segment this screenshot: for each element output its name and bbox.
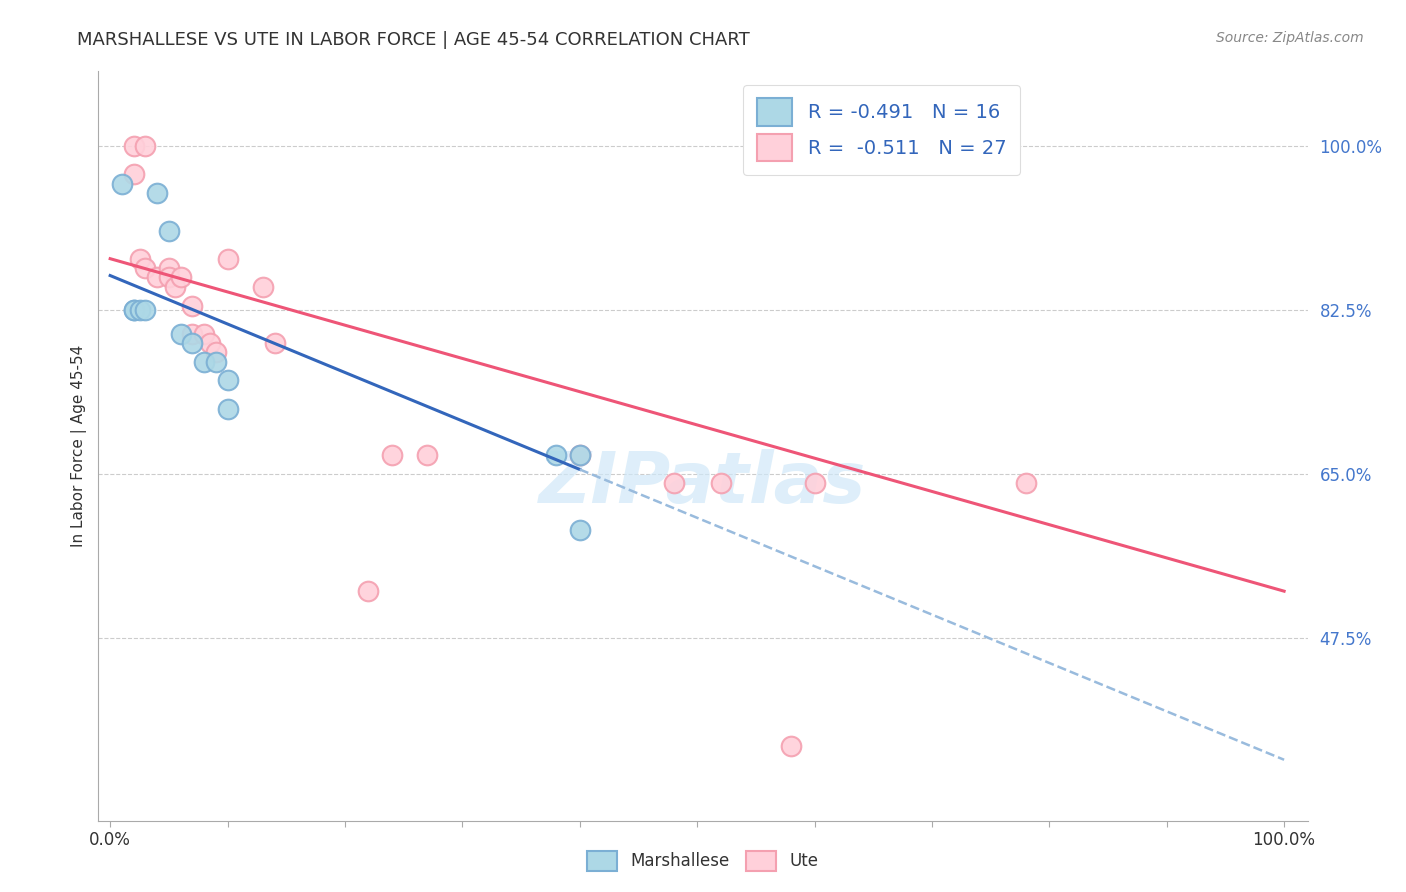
Point — [134, 261, 156, 276]
Point — [157, 270, 180, 285]
Point — [780, 739, 803, 753]
Legend: Marshallese, Ute: Marshallese, Ute — [579, 842, 827, 880]
Point — [122, 168, 145, 182]
Y-axis label: In Labor Force | Age 45-54: In Labor Force | Age 45-54 — [72, 345, 87, 547]
Point — [1015, 476, 1038, 491]
Point — [122, 303, 145, 318]
Point — [134, 139, 156, 153]
Point — [157, 224, 180, 238]
Point — [710, 476, 733, 491]
Point — [169, 326, 191, 341]
Legend: R = -0.491   N = 16, R =  -0.511   N = 27: R = -0.491 N = 16, R = -0.511 N = 27 — [744, 85, 1019, 175]
Point — [263, 336, 285, 351]
Text: MARSHALLESE VS UTE IN LABOR FORCE | AGE 45-54 CORRELATION CHART: MARSHALLESE VS UTE IN LABOR FORCE | AGE … — [77, 31, 749, 49]
Point — [198, 336, 221, 351]
Point — [128, 252, 150, 266]
Point — [357, 584, 380, 599]
Point — [193, 355, 215, 369]
Point — [204, 355, 226, 369]
Point — [181, 336, 204, 351]
Point — [568, 449, 591, 463]
Point — [181, 299, 204, 313]
Point — [217, 252, 239, 266]
Point — [169, 270, 191, 285]
Text: ZIPatlas: ZIPatlas — [540, 449, 866, 518]
Point — [217, 374, 239, 388]
Point — [381, 449, 404, 463]
Point — [568, 449, 591, 463]
Point — [146, 186, 169, 201]
Point — [157, 261, 180, 276]
Point — [217, 401, 239, 416]
Point — [204, 345, 226, 359]
Point — [568, 524, 591, 538]
Point — [416, 449, 439, 463]
Point — [128, 303, 150, 318]
Point — [662, 476, 685, 491]
Point — [803, 476, 825, 491]
Point — [122, 303, 145, 318]
Point — [181, 326, 204, 341]
Point — [252, 280, 274, 294]
Point — [122, 139, 145, 153]
Point — [111, 177, 134, 191]
Point — [546, 449, 568, 463]
Point — [163, 280, 186, 294]
Point — [134, 303, 156, 318]
Point — [193, 326, 215, 341]
Point — [146, 270, 169, 285]
Text: Source: ZipAtlas.com: Source: ZipAtlas.com — [1216, 31, 1364, 45]
